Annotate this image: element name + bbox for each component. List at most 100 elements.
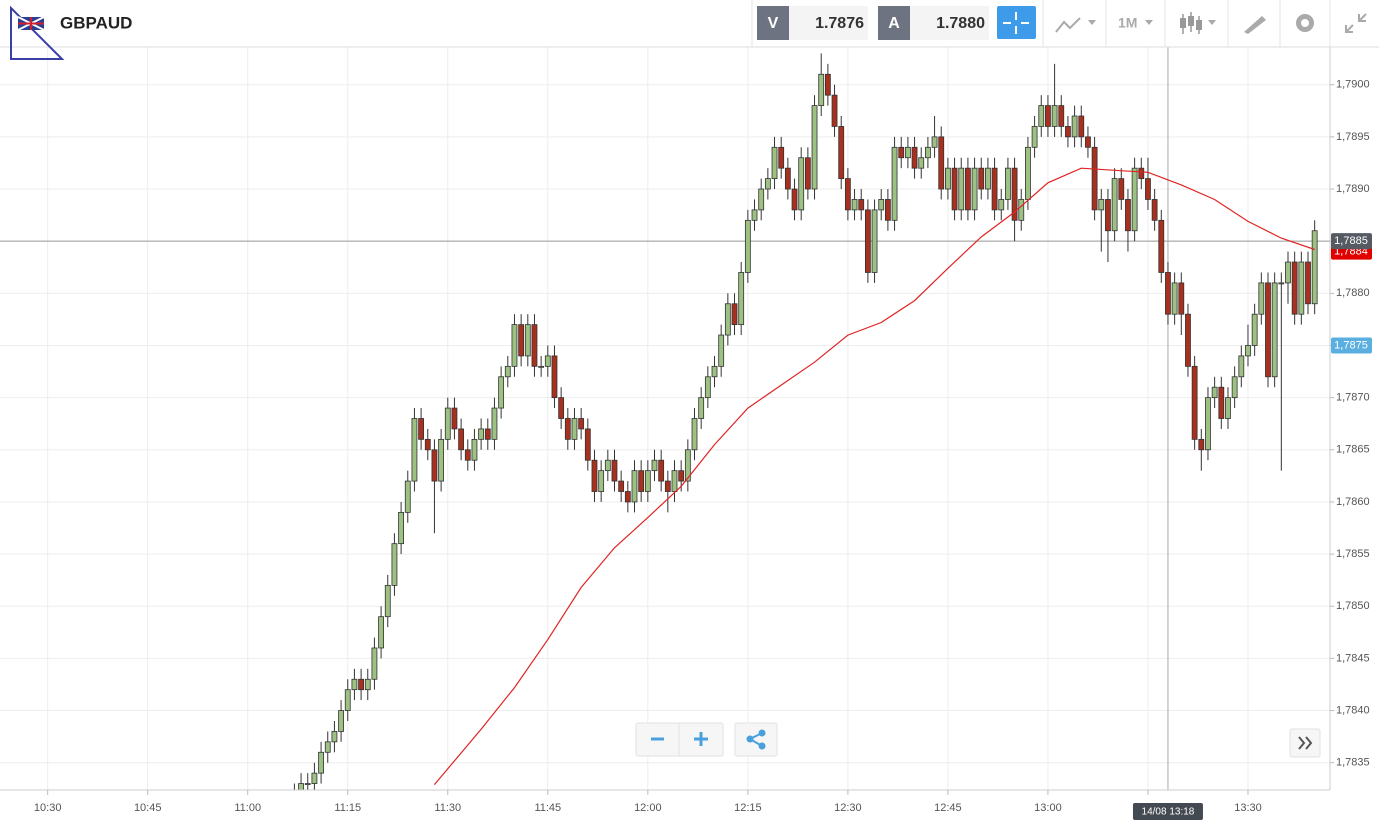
candle-body (484, 428, 491, 440)
candle-body (751, 209, 758, 221)
header (0, 0, 1379, 47)
candle-body (945, 167, 951, 190)
candle-body (1311, 230, 1318, 305)
candle-body (404, 480, 411, 513)
symbol: GBPAUD (60, 13, 132, 32)
candle-body (671, 470, 678, 492)
candle-body (1145, 178, 1151, 200)
candle-body (784, 167, 791, 190)
candle-body (411, 418, 418, 482)
share-icon (758, 742, 766, 750)
candle-body (838, 126, 845, 179)
y-tick-label: 1,7890 (1336, 183, 1370, 195)
draw-icon[interactable] (1244, 16, 1266, 34)
x-tick-label: 12:00 (634, 802, 662, 814)
candle-type-icon (1188, 16, 1194, 26)
candle-body (1305, 261, 1311, 305)
candle-type-icon (1196, 20, 1202, 30)
share-icon (758, 729, 766, 737)
candle-body (424, 438, 431, 451)
candle-body (591, 459, 598, 492)
candle-body (818, 73, 825, 106)
candle-body (624, 491, 631, 503)
candle-body (884, 199, 891, 221)
y-tick-label: 1,7880 (1336, 287, 1370, 299)
indicator-icon[interactable] (1055, 17, 1081, 33)
candle-body (911, 146, 918, 169)
crosshair-x-box (1132, 803, 1203, 820)
candle-body (778, 146, 785, 169)
candle-body (731, 303, 738, 326)
candle-body (478, 428, 485, 440)
candle-body (1031, 126, 1038, 148)
candle-body (711, 365, 718, 378)
candle-type-icon (1180, 18, 1186, 28)
candle-body (931, 136, 938, 148)
y-tick-label: 1,7850 (1336, 600, 1370, 612)
candle-body (985, 167, 991, 190)
y-tick-label: 1,7895 (1336, 131, 1370, 143)
candle-body (604, 459, 611, 472)
candle-body (1125, 199, 1131, 232)
candle-body (924, 146, 931, 159)
candle-body (304, 783, 311, 785)
dropdown-arrow (1145, 20, 1153, 25)
candle-body (618, 480, 625, 492)
candle-body (464, 449, 471, 461)
share-button[interactable] (734, 722, 778, 757)
candle-body (864, 209, 871, 273)
x-tick-label: 11:30 (434, 802, 461, 814)
x-tick-label: 12:15 (734, 802, 762, 814)
candle-body (938, 136, 945, 190)
timeframe[interactable]: 1M (1118, 15, 1137, 31)
candle-body (991, 167, 998, 211)
candle-body (1038, 105, 1045, 127)
candle-body (1065, 126, 1071, 138)
y-tick-label: 1,7900 (1336, 79, 1370, 91)
candle-body (558, 397, 565, 419)
crosshair-button[interactable] (997, 6, 1036, 39)
candle-body (344, 689, 351, 711)
candle-body (791, 188, 798, 211)
candle-body (1198, 438, 1205, 451)
x-tick-label: 13:00 (1034, 802, 1062, 814)
candle-body (1071, 115, 1078, 138)
candle-body (738, 272, 745, 326)
candle-body (1298, 261, 1305, 315)
candle-body (1165, 272, 1171, 315)
candle-body (644, 470, 651, 492)
candle-body (1111, 178, 1118, 232)
y-tick-label: 1,7845 (1336, 652, 1370, 664)
candle-body (1091, 146, 1098, 211)
candle-body (571, 418, 578, 440)
candle-body (331, 731, 338, 743)
candle-body (965, 167, 971, 211)
candle-body (1271, 282, 1278, 378)
y-tick-label: 1,7855 (1336, 548, 1370, 560)
y-tick-label: 1,7860 (1336, 496, 1370, 508)
x-tick-label: 11:00 (234, 802, 261, 814)
candle-body (1058, 105, 1065, 127)
candle-body (1131, 167, 1138, 232)
candle-body (724, 303, 731, 336)
x-tick-label: 10:45 (134, 802, 162, 814)
zoom-in[interactable] (694, 732, 708, 746)
candle-body (998, 199, 1005, 211)
candle-body (444, 407, 451, 440)
x-tick-label: 12:45 (934, 802, 962, 814)
candle-body (544, 355, 551, 367)
candle-body (391, 543, 398, 586)
candle-body (1258, 282, 1265, 315)
candle-body (851, 199, 858, 211)
collapse-icon[interactable] (1345, 13, 1367, 33)
bid-label: V (768, 15, 779, 32)
ask-value: 1.7880 (936, 15, 985, 32)
candle-body (704, 376, 711, 399)
candle-body (431, 449, 438, 482)
candle-body (1085, 136, 1091, 148)
candle-body (871, 209, 878, 273)
candle-body (1185, 313, 1191, 367)
candle-body (298, 783, 304, 790)
candle-body (1018, 199, 1025, 221)
